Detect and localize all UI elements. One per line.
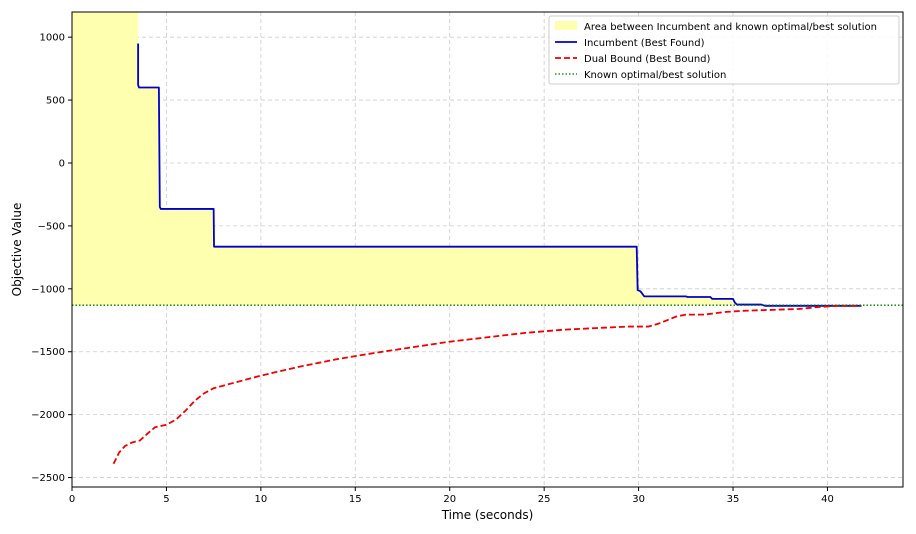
tick-layer: 0 5 10 15 20 25 30 35 40 1000 500 0 −500 −1000 −1500 −2… bbox=[31, 33, 834, 505]
x-axis-label: Time (seconds) bbox=[441, 508, 534, 522]
dual-bound-line bbox=[112, 304, 862, 465]
y-axis-label: Objective Value bbox=[10, 203, 24, 297]
y-tick-label: 0 bbox=[59, 158, 65, 169]
legend-box bbox=[548, 15, 900, 85]
x-tick-label: 0 bbox=[69, 494, 75, 505]
y-tick-label: −1000 bbox=[31, 284, 65, 295]
x-tick-label: 40 bbox=[821, 494, 834, 505]
y-tick-label: −2000 bbox=[31, 410, 65, 421]
legend-swatch-fill-area bbox=[555, 21, 577, 30]
x-tick-label: 30 bbox=[632, 494, 645, 505]
y-tick-label: 1000 bbox=[40, 33, 65, 44]
y-tick-label: −500 bbox=[38, 221, 65, 232]
y-tick-label: −2500 bbox=[31, 473, 65, 484]
legend-label-dual-bound: Dual Bound (Best Bound) bbox=[584, 54, 711, 65]
grid-layer bbox=[71, 12, 903, 487]
series-layer bbox=[72, 43, 903, 465]
incumbent-line bbox=[137, 43, 862, 307]
x-tick-label: 5 bbox=[163, 494, 169, 505]
x-tick-label: 10 bbox=[254, 494, 267, 505]
legend-label-incumbent: Incumbent (Best Found) bbox=[584, 38, 705, 49]
x-tick-label: 15 bbox=[349, 494, 362, 505]
y-tick-label: 500 bbox=[46, 96, 65, 107]
x-tick-label: 35 bbox=[727, 494, 740, 505]
plot-frame bbox=[71, 11, 904, 488]
x-tick-label: 20 bbox=[443, 494, 456, 505]
x-tick-label: 25 bbox=[538, 494, 551, 505]
legend-label-known-optimal: Known optimal/best solution bbox=[584, 70, 726, 81]
legend-label-fill-area: Area between Incumbent and known optimal… bbox=[584, 22, 877, 33]
y-tick-label: −1500 bbox=[31, 347, 65, 358]
legend: Area between Incumbent and known optimal… bbox=[548, 15, 900, 85]
